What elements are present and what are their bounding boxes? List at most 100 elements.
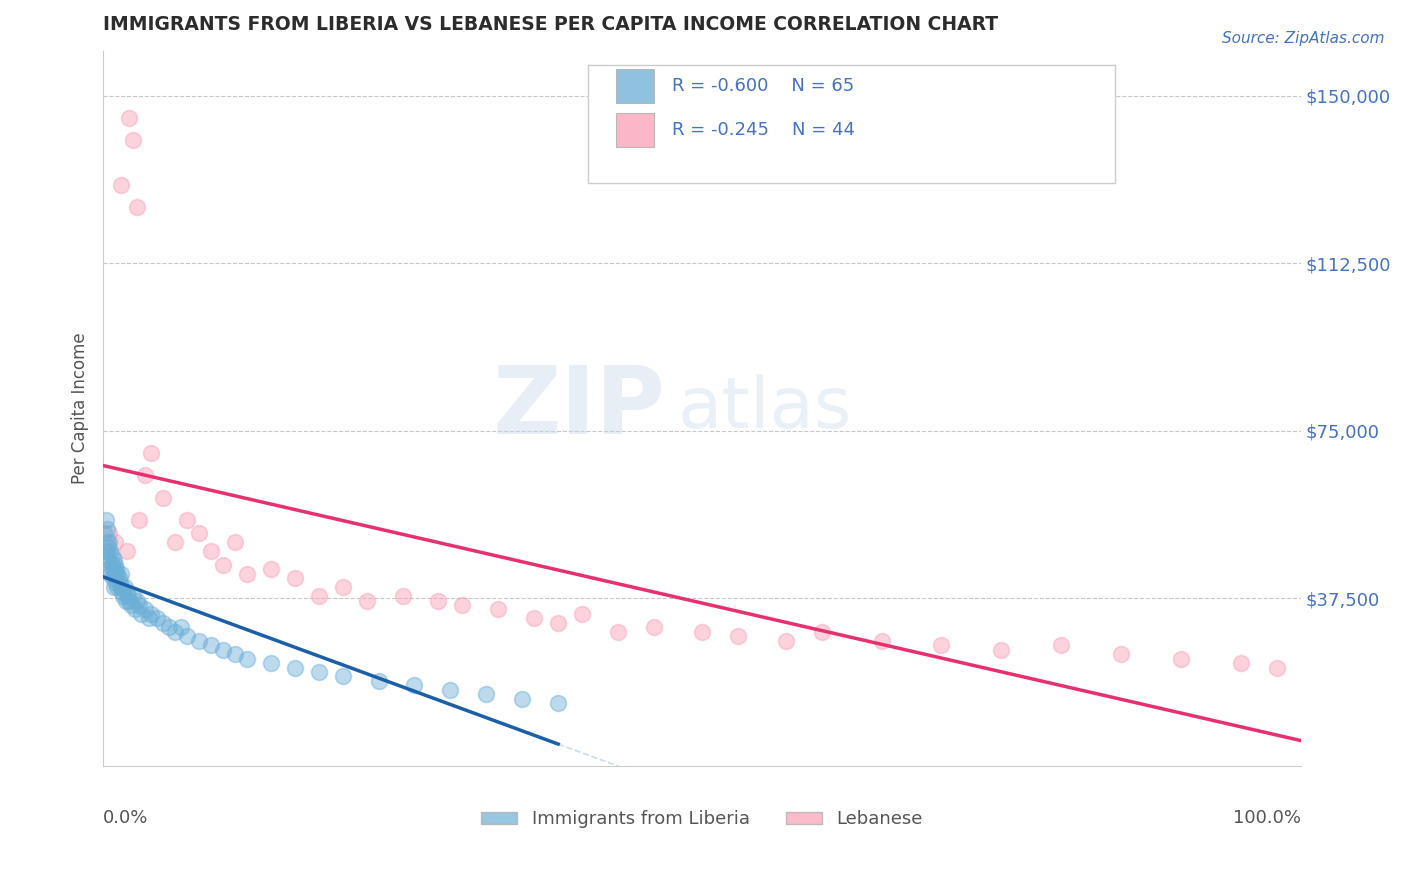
- Point: [125, 593, 148, 607]
- Point: [236, 566, 259, 581]
- Point: [870, 633, 893, 648]
- Point: [125, 200, 148, 214]
- Point: [157, 620, 180, 634]
- Point: [152, 615, 174, 630]
- Point: [103, 553, 125, 567]
- Point: [98, 562, 121, 576]
- Point: [810, 624, 832, 639]
- Point: [104, 558, 127, 572]
- Text: 100.0%: 100.0%: [1233, 809, 1301, 827]
- Point: [176, 513, 198, 527]
- Y-axis label: Per Capita Income: Per Capita Income: [72, 333, 89, 484]
- Point: [308, 589, 330, 603]
- Point: [475, 687, 498, 701]
- Point: [260, 656, 283, 670]
- Point: [107, 566, 129, 581]
- Point: [103, 580, 125, 594]
- Point: [120, 598, 142, 612]
- Point: [187, 526, 209, 541]
- Point: [727, 629, 749, 643]
- Point: [146, 611, 169, 625]
- Point: [931, 638, 953, 652]
- Point: [98, 544, 121, 558]
- Point: [439, 682, 461, 697]
- Point: [486, 602, 509, 616]
- Point: [163, 535, 186, 549]
- Point: [200, 544, 222, 558]
- Point: [643, 620, 665, 634]
- Point: [134, 468, 156, 483]
- Point: [117, 589, 139, 603]
- Point: [108, 575, 131, 590]
- Point: [1229, 656, 1251, 670]
- Point: [118, 111, 141, 125]
- Point: [367, 673, 389, 688]
- Point: [100, 549, 122, 563]
- Point: [134, 602, 156, 616]
- Legend: Immigrants from Liberia, Lebanese: Immigrants from Liberia, Lebanese: [474, 803, 929, 836]
- Point: [284, 571, 307, 585]
- Point: [775, 633, 797, 648]
- Point: [990, 642, 1012, 657]
- Point: [110, 566, 132, 581]
- Point: [547, 696, 569, 710]
- Text: 0.0%: 0.0%: [103, 809, 149, 827]
- Point: [115, 593, 138, 607]
- Point: [212, 642, 235, 657]
- Bar: [616, 113, 654, 147]
- Point: [1050, 638, 1073, 652]
- Text: atlas: atlas: [678, 374, 852, 442]
- Point: [112, 589, 135, 603]
- Point: [101, 562, 124, 576]
- Point: [101, 571, 124, 585]
- Point: [139, 446, 162, 460]
- Point: [131, 607, 153, 621]
- Point: [152, 491, 174, 505]
- Point: [110, 580, 132, 594]
- Point: [97, 553, 120, 567]
- Point: [571, 607, 593, 621]
- Point: [122, 589, 145, 603]
- Point: [105, 562, 128, 576]
- Text: IMMIGRANTS FROM LIBERIA VS LEBANESE PER CAPITA INCOME CORRELATION CHART: IMMIGRANTS FROM LIBERIA VS LEBANESE PER …: [103, 15, 998, 34]
- Point: [1109, 647, 1132, 661]
- Point: [427, 593, 450, 607]
- Point: [128, 513, 150, 527]
- Point: [115, 544, 138, 558]
- Point: [138, 611, 160, 625]
- Point: [236, 651, 259, 665]
- Point: [107, 580, 129, 594]
- Point: [115, 584, 138, 599]
- Point: [110, 178, 132, 192]
- Point: [260, 562, 283, 576]
- Point: [1170, 651, 1192, 665]
- Point: [124, 602, 146, 616]
- Text: R = -0.600    N = 65: R = -0.600 N = 65: [672, 77, 855, 95]
- Point: [212, 558, 235, 572]
- Point: [107, 571, 129, 585]
- Point: [104, 535, 127, 549]
- Point: [176, 629, 198, 643]
- Point: [98, 526, 121, 541]
- Point: [163, 624, 186, 639]
- Point: [94, 544, 117, 558]
- Point: [391, 589, 413, 603]
- Bar: [616, 69, 654, 103]
- Point: [96, 522, 118, 536]
- Point: [510, 691, 533, 706]
- Point: [128, 598, 150, 612]
- Point: [187, 633, 209, 648]
- Point: [356, 593, 378, 607]
- Point: [308, 665, 330, 679]
- Point: [547, 615, 569, 630]
- Point: [105, 575, 128, 590]
- Point: [96, 549, 118, 563]
- Point: [224, 535, 246, 549]
- Point: [122, 133, 145, 147]
- Point: [170, 620, 193, 634]
- Point: [224, 647, 246, 661]
- Point: [98, 535, 121, 549]
- Point: [96, 535, 118, 549]
- Text: Source: ZipAtlas.com: Source: ZipAtlas.com: [1222, 31, 1385, 46]
- Point: [100, 558, 122, 572]
